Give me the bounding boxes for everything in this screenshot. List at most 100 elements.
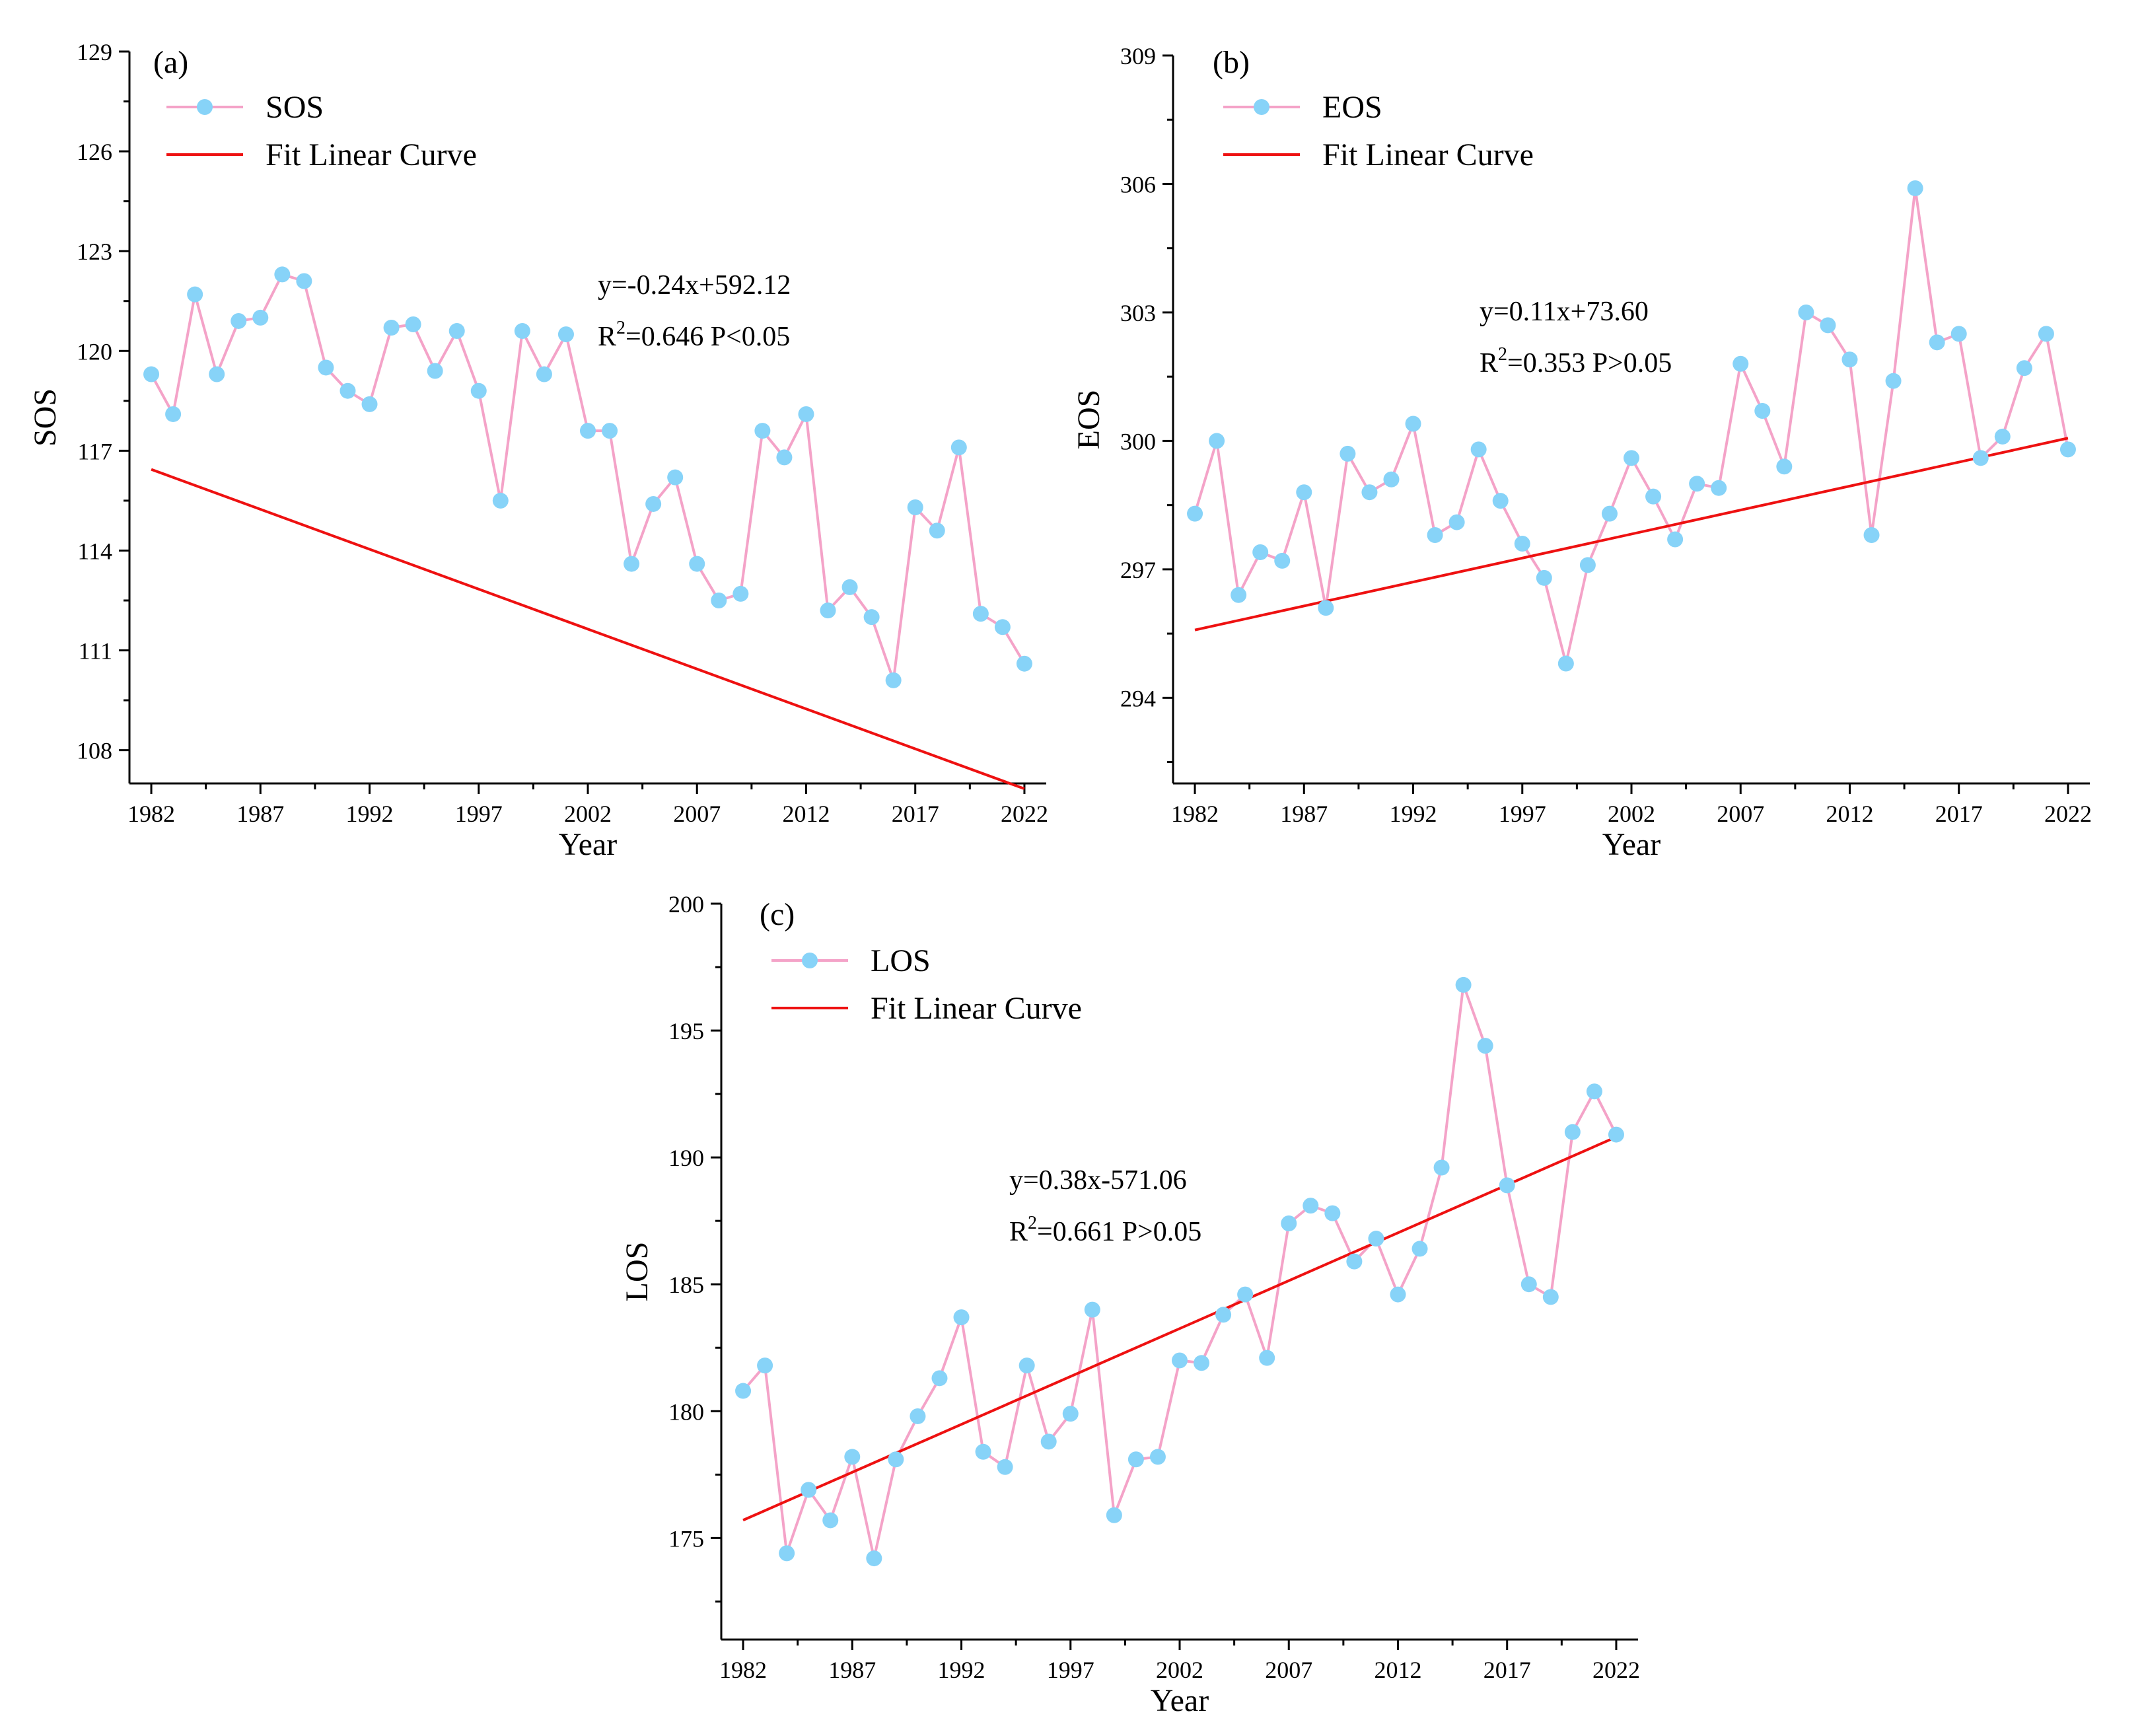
r2-superscript: 2 bbox=[1498, 344, 1507, 365]
y-tick-label: 111 bbox=[79, 638, 112, 665]
legend-fit-label: Fit Linear Curve bbox=[266, 137, 477, 172]
r2-superscript: 2 bbox=[616, 318, 625, 338]
data-point bbox=[866, 1550, 882, 1567]
r2-value: =0.661 P>0.05 bbox=[1037, 1217, 1201, 1247]
data-point bbox=[1798, 304, 1814, 320]
data-point bbox=[1907, 180, 1923, 196]
y-tick-label: 200 bbox=[668, 891, 704, 918]
data-point bbox=[776, 449, 793, 466]
data-point bbox=[1427, 527, 1443, 544]
data-point bbox=[448, 323, 465, 340]
y-tick-label: 114 bbox=[77, 538, 112, 564]
data-point bbox=[1274, 552, 1291, 569]
r2-prefix: R bbox=[1480, 348, 1498, 379]
x-tick-label: 1992 bbox=[1390, 801, 1437, 827]
r2-superscript: 2 bbox=[1028, 1213, 1037, 1233]
data-point bbox=[907, 499, 923, 515]
data-point bbox=[536, 366, 552, 382]
x-tick-label: 2022 bbox=[1001, 801, 1048, 827]
data-point bbox=[1624, 450, 1639, 466]
data-point bbox=[1645, 488, 1662, 505]
data-point bbox=[1405, 416, 1421, 432]
data-point bbox=[296, 273, 312, 289]
legend-fit-label: Fit Linear Curve bbox=[871, 991, 1082, 1026]
data-point bbox=[1754, 403, 1771, 419]
y-tick-label: 195 bbox=[668, 1018, 704, 1044]
data-point bbox=[143, 366, 160, 382]
x-tick-label: 2012 bbox=[782, 801, 830, 827]
legend-series-label: EOS bbox=[1322, 90, 1382, 125]
data-point bbox=[1237, 1286, 1254, 1303]
x-tick-label: 1987 bbox=[1280, 801, 1328, 827]
data-point bbox=[953, 1309, 970, 1326]
data-point bbox=[994, 619, 1011, 635]
data-point bbox=[645, 495, 662, 512]
y-tick-label: 190 bbox=[668, 1145, 704, 1171]
x-tick-label: 2002 bbox=[1156, 1657, 1203, 1683]
fit-equation: y=-0.24x+592.12 bbox=[598, 270, 791, 301]
data-point bbox=[885, 672, 902, 688]
fit-r-squared: R2=0.661 P>0.05 bbox=[1009, 1213, 1201, 1247]
data-point bbox=[950, 439, 967, 456]
data-point bbox=[405, 316, 421, 332]
x-tick-label: 1997 bbox=[1047, 1657, 1094, 1683]
fit-linear-line bbox=[1194, 437, 2069, 632]
data-point bbox=[1455, 976, 1472, 993]
data-point bbox=[975, 1443, 991, 1460]
r2-value: =0.646 P<0.05 bbox=[625, 322, 790, 352]
y-tick-label: 129 bbox=[77, 39, 112, 65]
data-point bbox=[822, 1512, 839, 1529]
data-point bbox=[1711, 480, 1727, 496]
data-point bbox=[931, 1370, 948, 1387]
data-point bbox=[361, 396, 378, 412]
data-point bbox=[1536, 569, 1552, 586]
data-point bbox=[689, 556, 705, 572]
data-point bbox=[798, 406, 814, 422]
data-point bbox=[735, 1383, 752, 1399]
data-point bbox=[318, 359, 334, 376]
x-tick-label: 1987 bbox=[236, 801, 284, 827]
data-point bbox=[1318, 600, 1334, 616]
y-tick-label: 180 bbox=[668, 1398, 704, 1425]
fit-equation: y=0.38x-571.06 bbox=[1009, 1165, 1187, 1196]
data-point bbox=[274, 266, 291, 283]
data-point bbox=[1149, 1449, 1166, 1465]
data-point bbox=[514, 323, 530, 340]
data-point bbox=[1231, 587, 1247, 603]
data-point bbox=[910, 1408, 926, 1424]
data-point bbox=[1281, 1215, 1297, 1232]
data-point bbox=[1733, 355, 1749, 372]
data-point bbox=[667, 469, 684, 486]
data-point bbox=[929, 523, 945, 539]
x-tick-label: 1992 bbox=[938, 1657, 985, 1683]
x-tick-label: 2017 bbox=[1483, 1657, 1531, 1683]
data-point bbox=[1601, 505, 1618, 522]
series-line bbox=[1194, 187, 2069, 665]
legend-fit-label: Fit Linear Curve bbox=[1322, 137, 1534, 172]
data-point bbox=[997, 1459, 1013, 1475]
x-tick-label: 1982 bbox=[719, 1657, 767, 1683]
data-point bbox=[1994, 428, 2011, 445]
data-point bbox=[1863, 527, 1880, 544]
data-point bbox=[1016, 655, 1032, 672]
data-point bbox=[602, 423, 618, 439]
series-line bbox=[742, 983, 1618, 1560]
data-point bbox=[1390, 1286, 1406, 1303]
legend-series-label: SOS bbox=[266, 90, 324, 125]
data-point bbox=[383, 320, 400, 336]
data-point bbox=[841, 579, 858, 595]
data-point bbox=[1564, 1124, 1581, 1140]
data-point bbox=[1477, 1038, 1493, 1054]
chart-panel-a: 108 111 114 117 120 123 126 129 1982 1987 1992 1997… bbox=[28, 39, 1048, 862]
y-tick-label: 123 bbox=[77, 238, 112, 265]
data-point bbox=[231, 312, 247, 329]
chart-panel-c: 175 180 185 190 195 200 1982 1987 1992 1997 2002 20… bbox=[620, 891, 1640, 1718]
data-point bbox=[1929, 334, 1945, 351]
data-point bbox=[339, 382, 356, 399]
legend-series-label: LOS bbox=[871, 943, 931, 978]
data-point bbox=[209, 366, 225, 382]
data-point bbox=[252, 309, 269, 326]
data-point bbox=[1368, 1231, 1384, 1247]
data-point bbox=[1127, 1451, 1144, 1468]
data-point bbox=[1448, 514, 1465, 530]
